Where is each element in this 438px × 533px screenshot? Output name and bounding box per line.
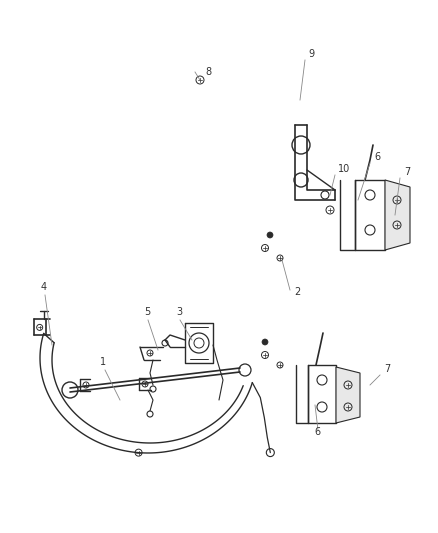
Text: 2: 2 <box>294 287 300 297</box>
Polygon shape <box>336 367 360 423</box>
Text: 7: 7 <box>404 167 410 177</box>
Circle shape <box>262 339 268 345</box>
Text: 9: 9 <box>308 49 314 59</box>
Text: 1: 1 <box>100 357 106 367</box>
Text: 6: 6 <box>314 427 320 437</box>
Text: 6: 6 <box>374 152 380 162</box>
Text: 5: 5 <box>144 307 150 317</box>
Text: 4: 4 <box>41 282 47 292</box>
Text: 8: 8 <box>205 67 211 77</box>
Text: 10: 10 <box>338 164 350 174</box>
Polygon shape <box>385 180 410 250</box>
Text: 7: 7 <box>384 364 390 374</box>
Circle shape <box>267 232 273 238</box>
Text: 3: 3 <box>176 307 182 317</box>
